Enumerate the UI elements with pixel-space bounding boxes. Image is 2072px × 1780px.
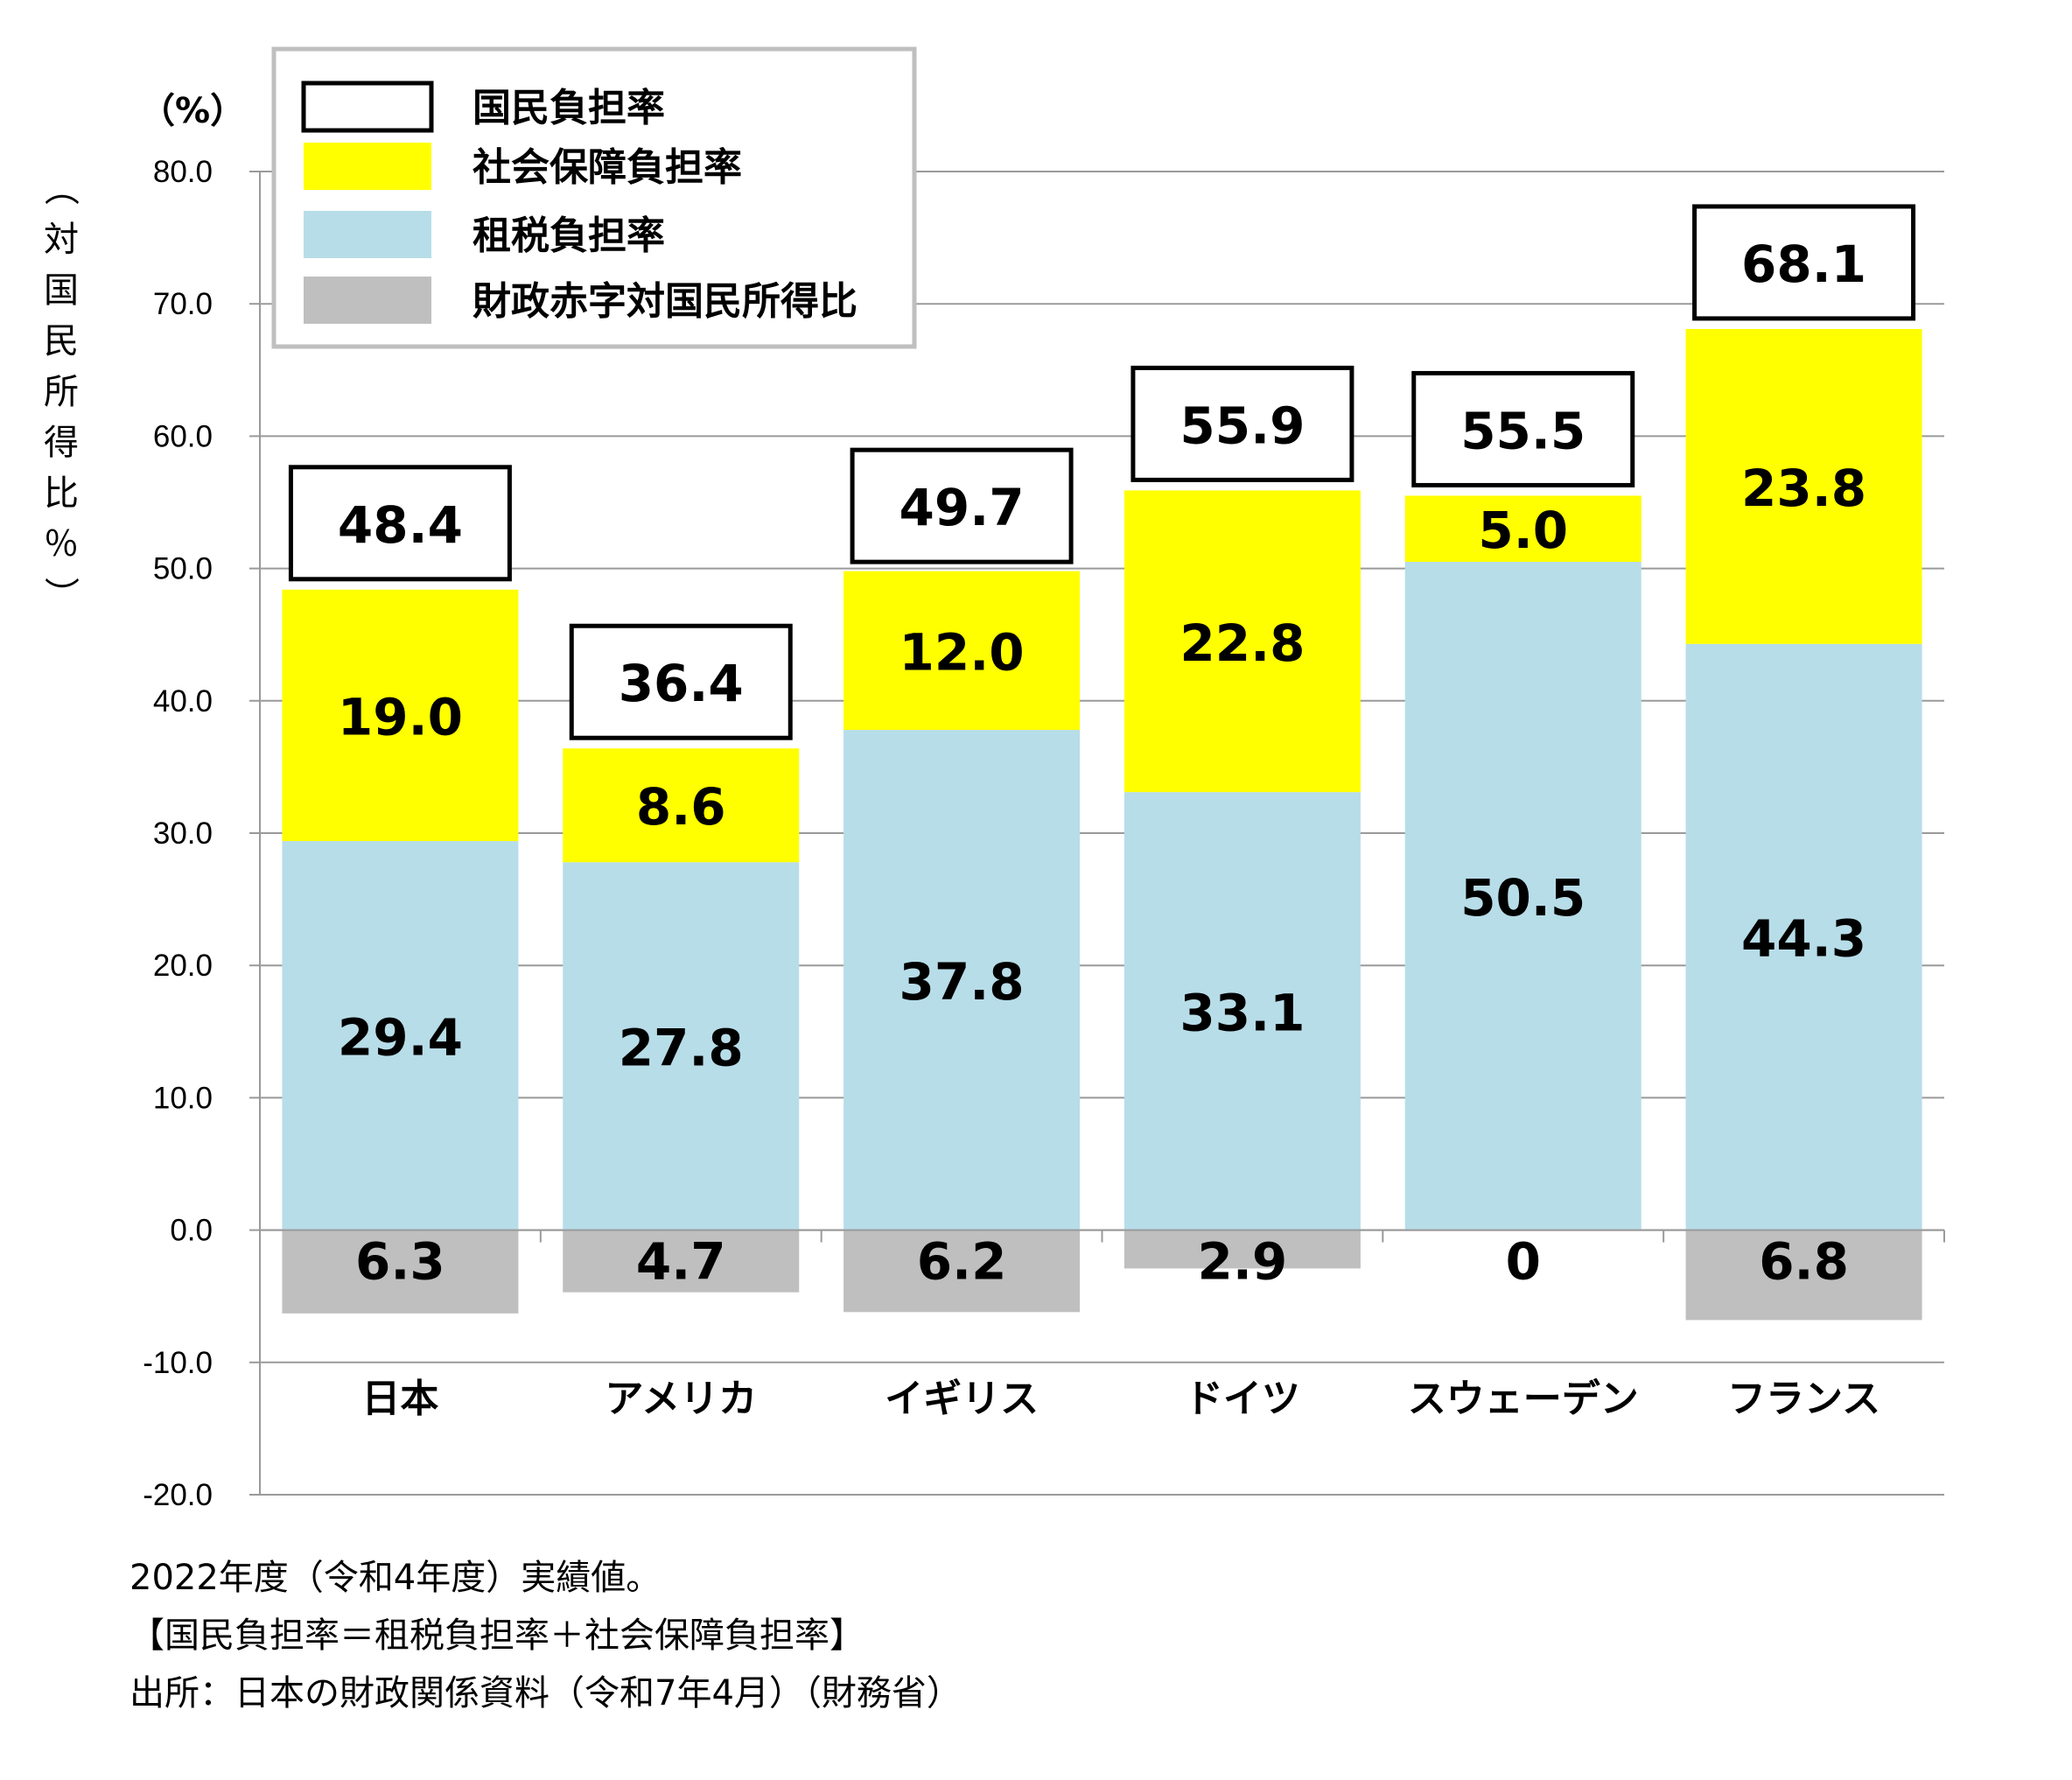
total-value-label: 48.4 [338, 495, 463, 555]
total-value-label: 55.5 [1460, 401, 1586, 460]
y-tick-label: 10.0 [153, 1081, 213, 1115]
tax-value-label: 37.8 [900, 952, 1025, 1012]
category-label: スウェーデン [1408, 1377, 1639, 1421]
social-bar [1124, 490, 1361, 793]
tax-value-label: 27.8 [619, 1018, 744, 1077]
y-tick-label: -10.0 [143, 1346, 213, 1380]
y-tick-label: 0.0 [170, 1214, 213, 1248]
footnote-1: 2022年度（令和4年度）実績値。 [130, 1558, 662, 1598]
social-value-label: 23.8 [1741, 459, 1866, 518]
category-label: 日本 [361, 1377, 438, 1421]
y-tick-label: 70.0 [153, 287, 213, 321]
tax-value-label: 44.3 [1741, 909, 1866, 969]
category-label: イギリス [885, 1377, 1039, 1421]
footnote-2: 【国民負担率＝租税負担率＋社会保障負担率】 [130, 1615, 864, 1656]
social-value-label: 22.8 [1180, 613, 1305, 673]
deficit-value-label: 4.7 [636, 1232, 726, 1292]
total-value-label: 68.1 [1741, 235, 1866, 294]
deficit-value-label: 6.3 [355, 1232, 445, 1292]
y-axis-label-char: 国 [44, 270, 79, 311]
y-axis-label-char: 民 [44, 321, 79, 361]
total-value-label: 49.7 [900, 478, 1025, 537]
deficit-value-label: 6.2 [917, 1232, 1007, 1292]
total-box [1411, 370, 1635, 487]
total-value-label: 36.4 [619, 654, 744, 713]
social-value-label: 12.0 [900, 622, 1025, 682]
y-axis-label-char: 対 [44, 220, 79, 260]
tax-bar [282, 841, 519, 1230]
legend-label: 財政赤字対国民所得比 [472, 279, 858, 324]
legend-label: 租税負担率 [472, 214, 665, 258]
social-value-label: 8.6 [636, 777, 726, 837]
total-box [1692, 204, 1916, 321]
total-box [569, 623, 793, 740]
tax-bar [1404, 562, 1642, 1230]
y-axis-label-char: （ [40, 171, 80, 206]
deficit-bar [282, 1230, 519, 1314]
legend-swatch [304, 211, 431, 258]
total-value-label: 55.9 [1180, 396, 1305, 455]
unit-label: （%） [140, 91, 245, 131]
y-tick-label: 50.0 [153, 552, 213, 586]
y-tick-label: 40.0 [153, 684, 213, 718]
social-value-label: 5.0 [1478, 501, 1568, 560]
y-tick-label: 30.0 [153, 816, 213, 851]
deficit-bar [1685, 1230, 1922, 1321]
legend-label: 国民負担率 [472, 86, 665, 130]
tax-bar [1685, 643, 1922, 1230]
category-label: フランス [1727, 1377, 1880, 1421]
tax-value-label: 29.4 [338, 1007, 463, 1067]
y-tick-label: 20.0 [153, 949, 213, 983]
category-label: アメリカ [605, 1377, 757, 1421]
social-bar [1404, 495, 1642, 563]
legend-swatch [304, 277, 431, 324]
bars [282, 328, 1922, 1321]
deficit-bar [563, 1230, 800, 1293]
social-bar [844, 571, 1081, 731]
tax-bar [563, 862, 800, 1230]
legend-swatch [301, 81, 434, 133]
y-axis-label-char: 比 [44, 473, 79, 514]
data-labels: 29.4 19.0 6.3 48.4 27.8 8.6 4.7 36.4 37.8 12.0 6.2… [288, 204, 1916, 1292]
y-axis-label-char: ） [40, 577, 80, 612]
deficit-bar [844, 1230, 1081, 1313]
y-axis-label-char: ％ [44, 524, 79, 564]
tax-value-label: 33.1 [1180, 983, 1305, 1042]
tax-bar [1124, 792, 1361, 1230]
tax-value-label: 50.5 [1460, 868, 1586, 928]
y-axis-label-char: 所 [44, 372, 79, 412]
tax-bar [844, 730, 1081, 1230]
total-box [1130, 365, 1354, 482]
footnote-3: 出所：日本の財政関係資料（令和7年4月）（財務省） [130, 1673, 962, 1713]
social-value-label: 19.0 [338, 687, 463, 746]
social-bar [282, 589, 519, 842]
legend-swatch [304, 143, 431, 190]
y-tick-label: 80.0 [153, 155, 213, 189]
axes: -20.0 -10.0 0.0 10.0 20.0 30.0 40.0 50.0 60.0 70.… [143, 155, 1945, 1512]
legend-label: 社会保障負担率 [472, 145, 742, 190]
deficit-value-label: 0 [1506, 1232, 1541, 1292]
y-axis-label-char: 得 [44, 423, 79, 463]
social-bar [563, 748, 800, 863]
deficit-bar [1124, 1230, 1361, 1269]
y-tick-label: 60.0 [153, 419, 213, 453]
total-box [288, 465, 512, 582]
deficit-value-label: 6.8 [1759, 1232, 1849, 1292]
deficit-value-label: 2.9 [1198, 1232, 1288, 1292]
social-bar [1685, 328, 1922, 644]
category-label: ドイツ [1185, 1377, 1300, 1421]
y-tick-label: -20.0 [143, 1478, 213, 1512]
y-axis-label: （ 対国民所得比 ％ ） [40, 171, 80, 612]
total-box [850, 447, 1074, 564]
